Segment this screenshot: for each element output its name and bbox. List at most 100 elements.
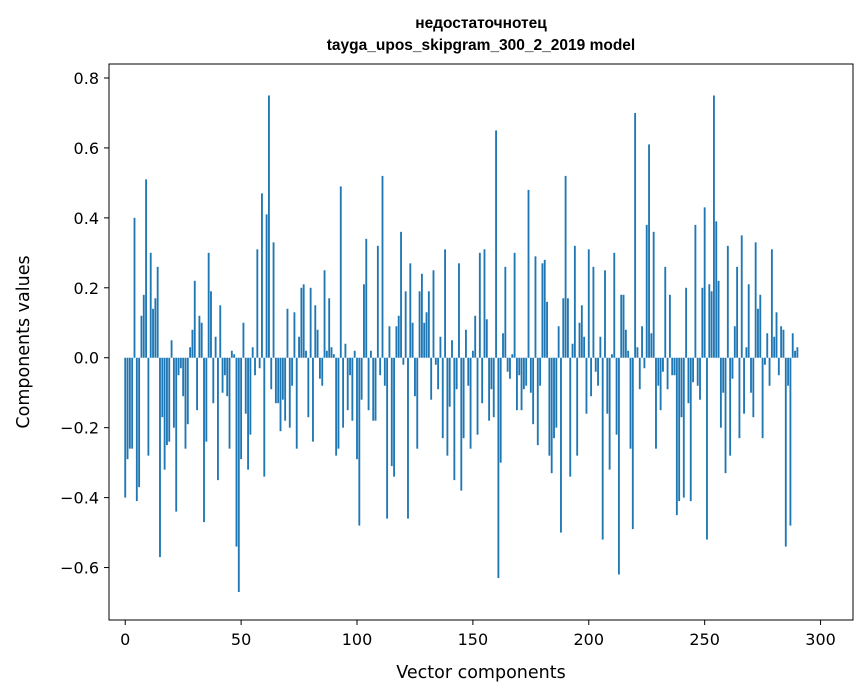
bar	[189, 347, 192, 358]
bar	[634, 112, 637, 358]
bar	[335, 357, 338, 456]
bar	[163, 357, 166, 470]
bar	[555, 357, 558, 428]
bar	[796, 347, 799, 358]
bar	[124, 357, 127, 498]
bar	[629, 357, 632, 449]
bar	[302, 284, 305, 358]
bar	[743, 357, 745, 414]
bar	[316, 329, 319, 358]
bar	[518, 357, 521, 376]
bar	[404, 291, 407, 358]
bar	[641, 326, 644, 358]
bar	[592, 266, 595, 358]
bar	[474, 315, 477, 358]
bar	[263, 357, 266, 477]
bar	[367, 357, 370, 411]
bar	[286, 308, 289, 358]
bar	[344, 343, 347, 358]
bar	[622, 294, 625, 358]
bar	[128, 357, 131, 449]
bar	[631, 357, 634, 530]
bar	[573, 245, 576, 358]
bar	[210, 291, 212, 358]
bar	[325, 350, 328, 358]
bar	[196, 357, 198, 411]
bar	[175, 357, 178, 512]
bar	[312, 357, 314, 442]
bar	[617, 357, 620, 575]
bar	[745, 347, 748, 358]
bar	[627, 350, 630, 358]
bar	[298, 336, 300, 358]
bar	[620, 294, 623, 358]
bar	[318, 357, 321, 379]
bar	[488, 357, 491, 421]
bar	[460, 357, 463, 491]
y-tick-label: 0.2	[74, 279, 99, 298]
bar	[247, 357, 249, 470]
bar	[668, 294, 671, 358]
bar	[270, 357, 273, 390]
bar	[434, 357, 437, 365]
bar	[360, 357, 363, 400]
bar	[184, 357, 187, 449]
bar	[365, 238, 368, 358]
bar	[293, 312, 296, 358]
bar	[416, 357, 419, 449]
bar	[179, 357, 182, 369]
bar	[395, 326, 398, 358]
bar	[444, 249, 446, 358]
bar	[666, 357, 669, 390]
bar	[330, 347, 333, 358]
bar	[332, 354, 335, 358]
bar	[381, 175, 384, 358]
bar	[750, 357, 752, 393]
bar	[791, 333, 794, 358]
bar	[458, 263, 460, 358]
bar	[601, 357, 604, 540]
bar	[288, 357, 291, 428]
y-axis: −0.6 −0.4 −0.2 0.0 0.2 0.4 0.6 0.8	[60, 69, 109, 578]
bar	[478, 252, 481, 358]
bar	[566, 298, 569, 358]
bar	[747, 284, 750, 358]
bar	[300, 287, 303, 358]
bar	[490, 357, 493, 390]
y-tick-label: −0.4	[60, 489, 99, 508]
bar	[611, 354, 613, 358]
bar	[587, 249, 590, 358]
bar	[358, 357, 361, 526]
bar	[682, 357, 685, 498]
bar	[529, 357, 532, 393]
bar	[757, 308, 759, 358]
bar	[161, 357, 164, 418]
bar	[284, 357, 287, 421]
bar	[576, 357, 579, 456]
bar	[643, 357, 646, 369]
bar	[560, 357, 562, 533]
bar	[469, 357, 472, 449]
x-tick-label: 300	[805, 630, 836, 649]
bar	[485, 319, 488, 358]
bar	[228, 357, 231, 449]
axes-frame	[108, 63, 854, 621]
bar	[599, 336, 602, 358]
bar	[390, 357, 393, 467]
bar	[534, 256, 537, 358]
bar	[256, 249, 259, 358]
bar	[291, 357, 294, 386]
bar	[258, 357, 261, 369]
bar	[662, 357, 664, 372]
bar	[615, 357, 618, 435]
bar	[339, 186, 342, 358]
bar	[578, 322, 581, 358]
y-tick-label: 0.8	[74, 69, 99, 88]
bar	[230, 350, 233, 358]
bar	[655, 357, 657, 449]
bar	[295, 357, 298, 449]
bar	[349, 357, 351, 376]
bar	[608, 357, 611, 470]
y-tick-label: 0.0	[74, 349, 99, 368]
